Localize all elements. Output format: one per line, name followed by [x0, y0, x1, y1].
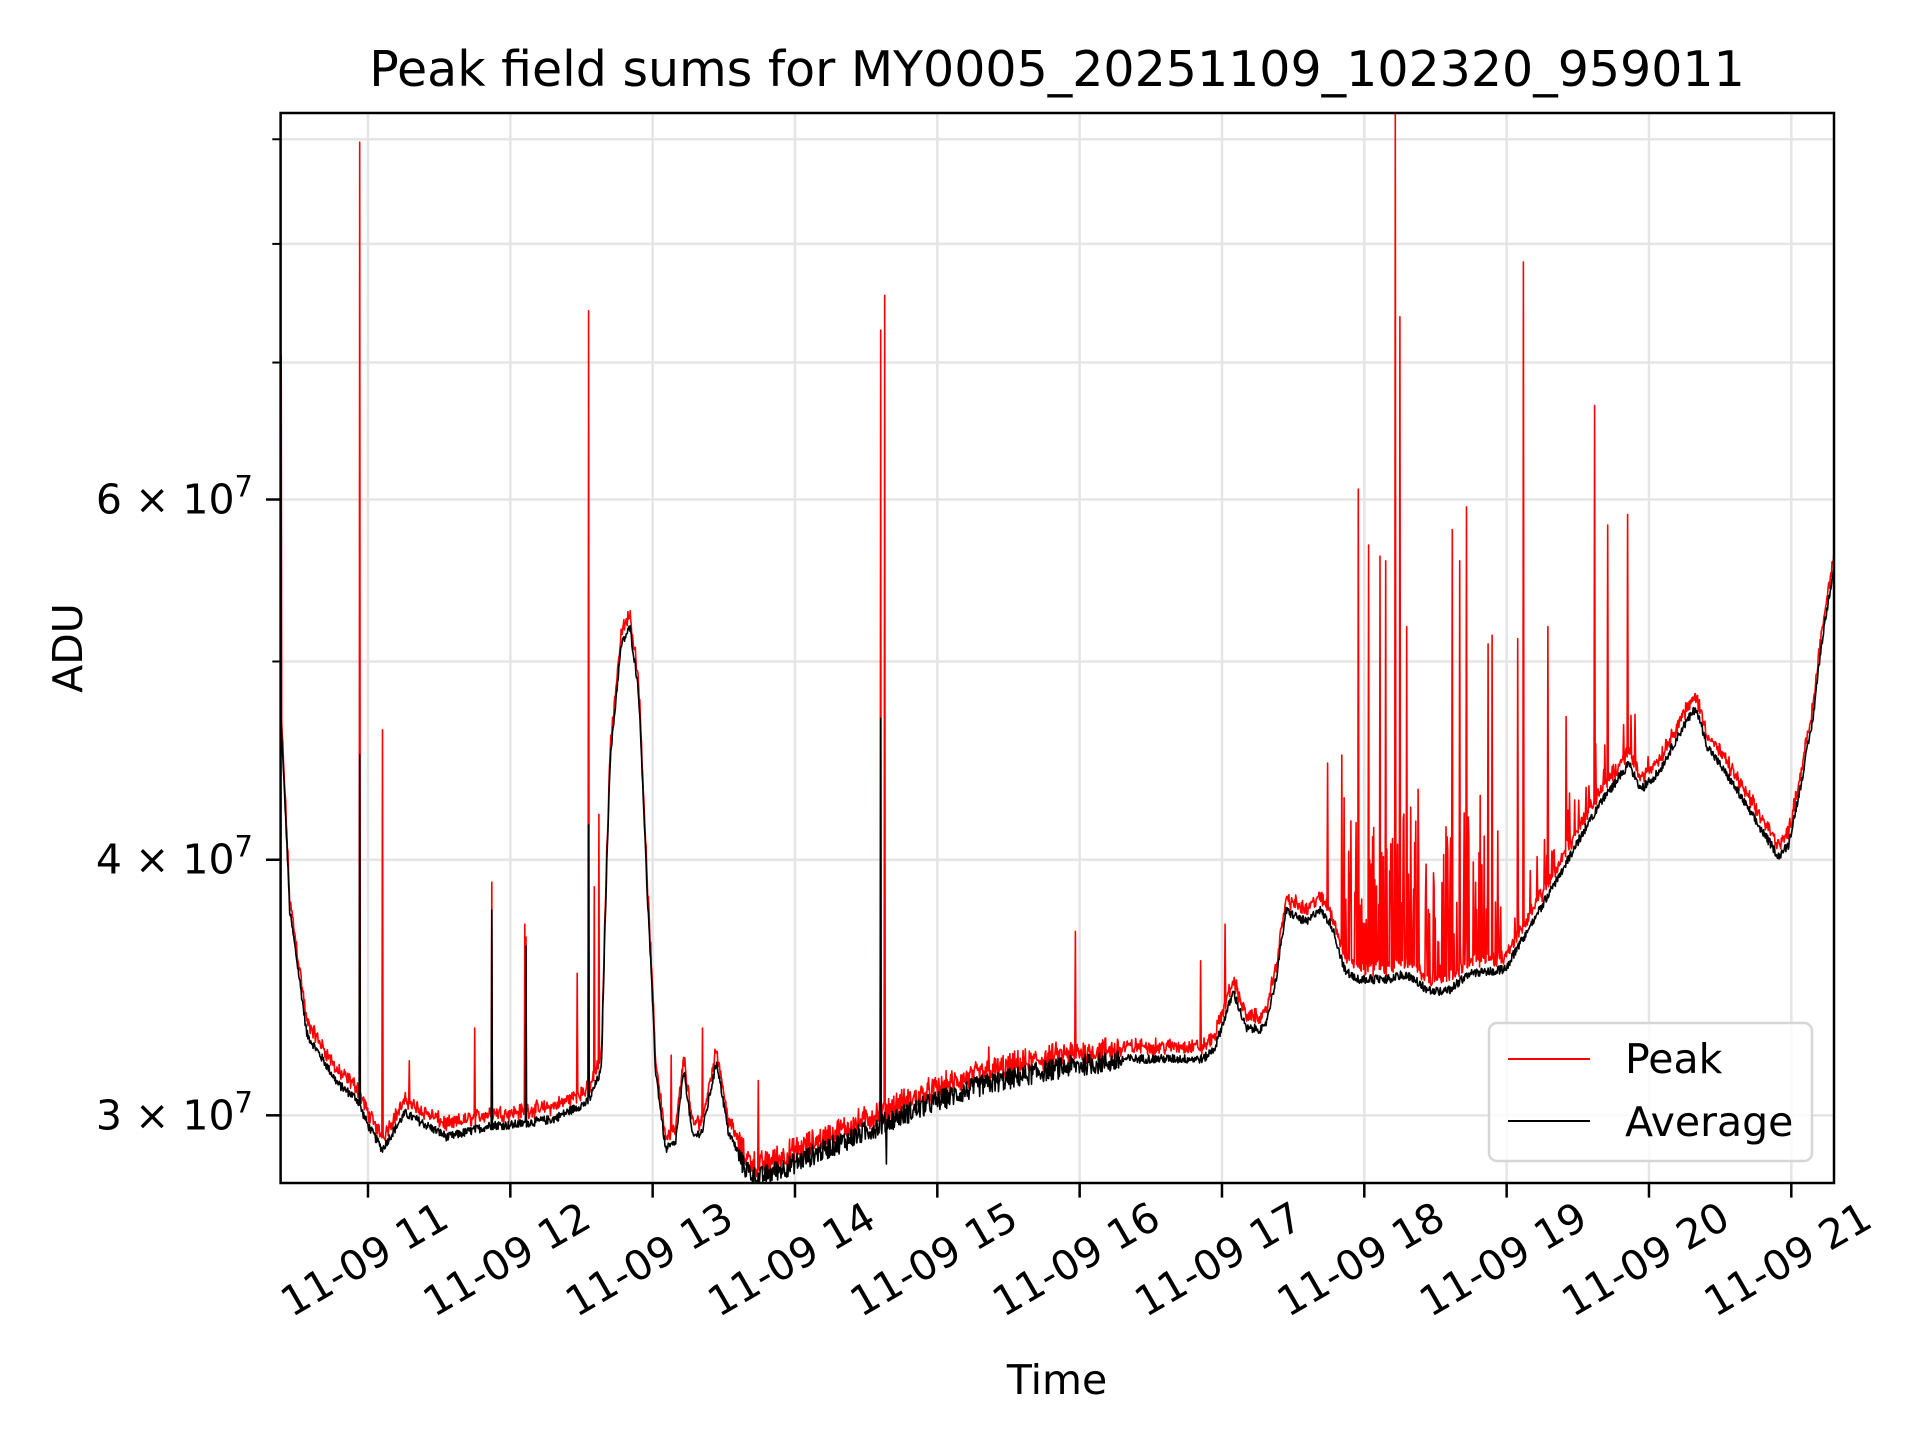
legend-box	[1487, 1021, 1814, 1163]
y-tick-label-exponent: 7	[235, 830, 253, 864]
axes-frame	[279, 111, 1836, 1185]
series-line-peak	[279, 112, 1835, 1179]
y-tick-label-base: 4 × 10	[96, 836, 235, 884]
y-tick-label-base: 6 × 10	[96, 476, 235, 524]
x-axis-label: Time	[1006, 1356, 1107, 1404]
y-tick-label: 4 × 107	[96, 830, 253, 884]
legend-label-peak: Peak	[1625, 1035, 1723, 1083]
plot-area	[279, 112, 1835, 1184]
y-axis-label: ADU	[44, 603, 92, 693]
y-tick-label-exponent: 7	[235, 470, 253, 504]
y-tick-label-exponent: 7	[235, 1085, 253, 1119]
y-tick-label: 6 × 107	[96, 470, 253, 524]
series-line-average	[279, 569, 1835, 1184]
y-tick-label: 3 × 107	[96, 1085, 253, 1139]
y-tick-label-base: 3 × 10	[96, 1091, 235, 1139]
grid	[280, 113, 1834, 1183]
chart-title: Peak field sums for MY0005_20251109_1023…	[369, 41, 1745, 98]
legend-label-average: Average	[1625, 1098, 1793, 1146]
legend: Peak Average	[1487, 1021, 1814, 1163]
